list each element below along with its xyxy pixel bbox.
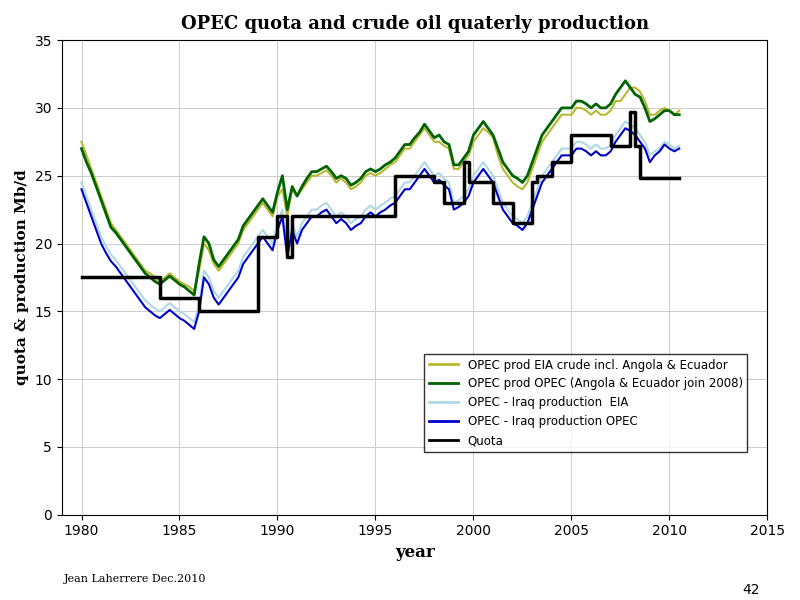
Text: Jean Laherrere Dec.2010: Jean Laherrere Dec.2010 [64, 574, 206, 584]
Y-axis label: quota & production Mb/d: quota & production Mb/d [15, 170, 29, 385]
Title: OPEC quota and crude oil quaterly production: OPEC quota and crude oil quaterly produc… [181, 15, 649, 33]
X-axis label: year: year [394, 544, 434, 561]
Legend: OPEC prod EIA crude incl. Angola & Ecuador, OPEC prod OPEC (Angola & Ecuador joi: OPEC prod EIA crude incl. Angola & Ecuad… [424, 354, 747, 452]
Text: 42: 42 [742, 583, 760, 597]
